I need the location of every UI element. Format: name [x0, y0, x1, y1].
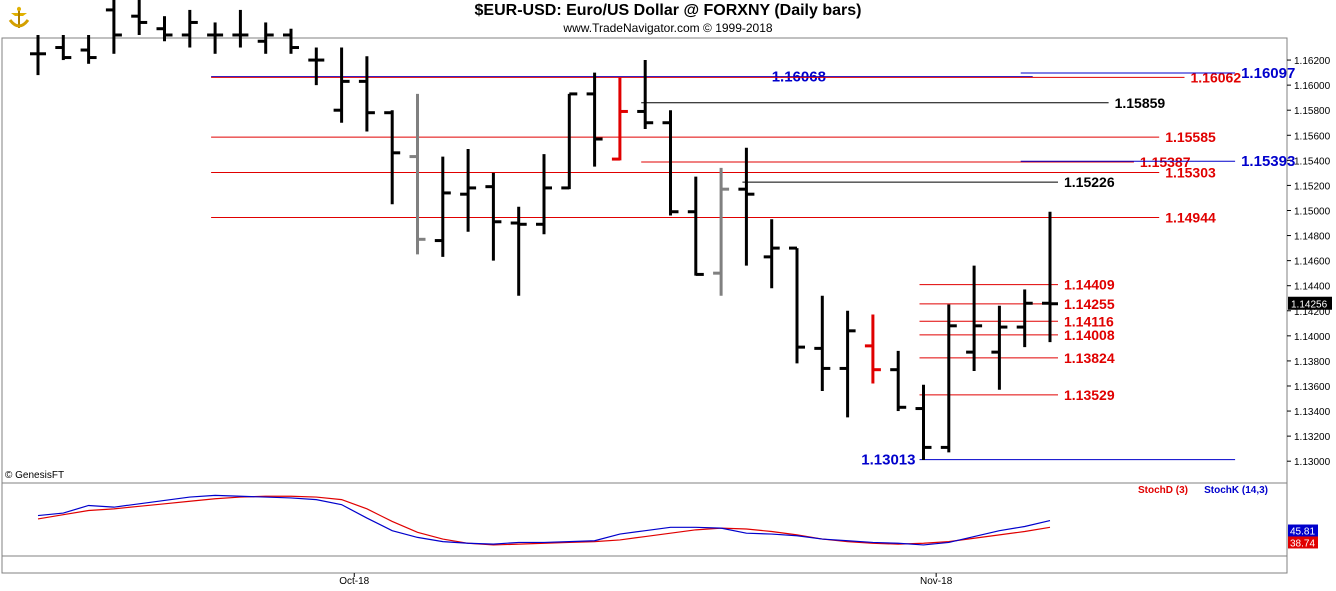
- price-tick-label: 1.13000: [1294, 457, 1331, 468]
- price-tick-label: 1.15400: [1294, 156, 1331, 167]
- support-resistance-levels: 1.16068 1.16062 1.160971.158591.155851.153…: [211, 65, 1295, 469]
- price-level-label: 1.16097: [1241, 65, 1295, 82]
- stoch-k-line: [37, 494, 1051, 546]
- indicator-panel-frame: [1, 482, 1288, 574]
- price-level-label: 1.15393: [1241, 153, 1295, 170]
- price-level-label: 1.16062: [1191, 69, 1242, 85]
- price-tick-label: 1.14400: [1294, 282, 1331, 293]
- last-price-label: 1.14256: [1291, 300, 1328, 311]
- price-level-label: 1.14255: [1064, 296, 1115, 312]
- stoch-k-legend: StochK (14,3): [1204, 485, 1268, 496]
- watermark-text: © GenesisFT: [5, 470, 64, 481]
- price-tick-label: 1.14800: [1294, 232, 1331, 243]
- stoch-d-line: [37, 495, 1051, 546]
- price-level-label: 1.15859: [1115, 95, 1166, 111]
- stoch-d-value-box: [1288, 536, 1318, 549]
- price-tick-label: 1.14600: [1294, 257, 1331, 268]
- price-level-label: 1.14116: [1064, 313, 1114, 329]
- price-tick-label: 1.13600: [1294, 382, 1331, 393]
- time-tick-label: Oct-18: [339, 576, 369, 587]
- price-level-label: 1.15226: [1064, 174, 1115, 190]
- price-tick-label: 1.15600: [1294, 131, 1331, 142]
- time-tick-label: Nov-18: [920, 576, 953, 587]
- price-level-label: 1.14008: [1064, 327, 1115, 343]
- price-level-label: 1.13529: [1064, 387, 1115, 403]
- price-level-label: 1.14944: [1165, 210, 1216, 226]
- trade-navigator-logo: [4, 4, 34, 34]
- price-level-label: 1.13824: [1064, 350, 1115, 366]
- last-price-box: [1288, 296, 1332, 310]
- price-level-label: 1.15303: [1165, 165, 1216, 181]
- stoch-k-value-box: [1288, 524, 1318, 537]
- chart-title: $EUR-USD: Euro/US Dollar @ FORXNY (Daily…: [474, 2, 862, 19]
- price-tick-label: 1.16200: [1294, 56, 1331, 67]
- price-tick-label: 1.15200: [1294, 181, 1331, 192]
- time-axis: Oct-18 Nov-18: [339, 573, 953, 587]
- price-tick-label: 1.13400: [1294, 407, 1331, 418]
- ohlc-bars: [30, 0, 1058, 460]
- price-tick-label: 1.15000: [1294, 206, 1331, 217]
- price-level-label: 1.15387: [1140, 154, 1191, 170]
- price-level-label: 1.14409: [1064, 277, 1115, 293]
- price-axis: 1.16200 1.16000 1.15800 1.15600 1.15400 1.152…: [1287, 56, 1332, 468]
- stoch-d-value: 38.74: [1290, 538, 1315, 549]
- stoch-d-legend: StochD (3): [1138, 485, 1188, 496]
- price-level-label: 1.13013: [861, 452, 915, 469]
- stoch-k-value: 45.81: [1290, 527, 1315, 538]
- price-level-label: 1.15585: [1165, 129, 1216, 145]
- price-tick-label: 1.14200: [1294, 307, 1331, 318]
- price-tick-label: 1.13800: [1294, 357, 1331, 368]
- price-tick-label: 1.16000: [1294, 81, 1331, 92]
- price-tick-label: 1.15800: [1294, 106, 1331, 117]
- price-tick-label: 1.13200: [1294, 432, 1331, 443]
- price-tick-label: 1.14000: [1294, 332, 1331, 343]
- chart-subtitle: www.TradeNavigator.com © 1999-2018: [563, 21, 773, 35]
